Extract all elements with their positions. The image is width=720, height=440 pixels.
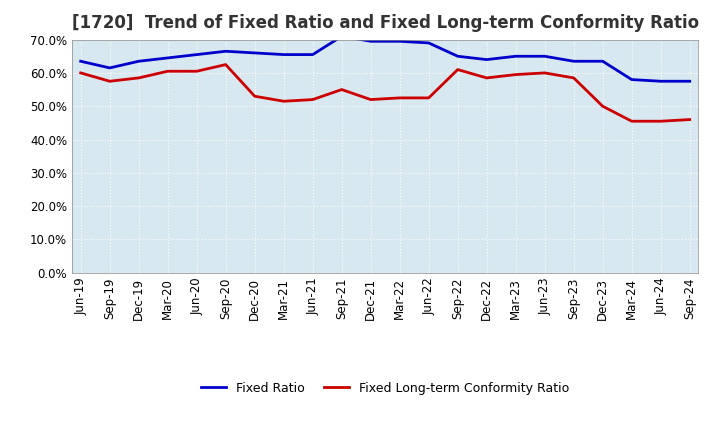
Fixed Ratio <box>105 65 114 70</box>
Fixed Long-term Conformity Ratio <box>308 97 317 102</box>
Fixed Long-term Conformity Ratio <box>541 70 549 76</box>
Fixed Long-term Conformity Ratio <box>251 94 259 99</box>
Fixed Ratio <box>76 59 85 64</box>
Fixed Ratio <box>251 50 259 55</box>
Fixed Long-term Conformity Ratio <box>685 117 694 122</box>
Fixed Long-term Conformity Ratio <box>511 72 520 77</box>
Fixed Long-term Conformity Ratio <box>279 99 288 104</box>
Fixed Ratio <box>395 39 404 44</box>
Fixed Ratio <box>192 52 201 57</box>
Fixed Ratio <box>135 59 143 64</box>
Fixed Long-term Conformity Ratio <box>76 70 85 76</box>
Fixed Long-term Conformity Ratio <box>105 79 114 84</box>
Fixed Long-term Conformity Ratio <box>482 75 491 81</box>
Fixed Long-term Conformity Ratio <box>221 62 230 67</box>
Fixed Ratio <box>541 54 549 59</box>
Fixed Ratio <box>598 59 607 64</box>
Fixed Ratio <box>366 39 375 44</box>
Fixed Long-term Conformity Ratio <box>424 95 433 101</box>
Title: [1720]  Trend of Fixed Ratio and Fixed Long-term Conformity Ratio: [1720] Trend of Fixed Ratio and Fixed Lo… <box>71 15 699 33</box>
Fixed Long-term Conformity Ratio <box>598 103 607 109</box>
Fixed Ratio <box>338 33 346 39</box>
Fixed Ratio <box>685 79 694 84</box>
Fixed Ratio <box>163 55 172 61</box>
Fixed Long-term Conformity Ratio <box>570 75 578 81</box>
Fixed Ratio <box>657 79 665 84</box>
Fixed Ratio <box>482 57 491 62</box>
Fixed Long-term Conformity Ratio <box>657 118 665 124</box>
Fixed Ratio <box>570 59 578 64</box>
Fixed Ratio <box>221 48 230 54</box>
Fixed Long-term Conformity Ratio <box>338 87 346 92</box>
Fixed Ratio <box>308 52 317 57</box>
Fixed Long-term Conformity Ratio <box>192 69 201 74</box>
Fixed Long-term Conformity Ratio <box>454 67 462 72</box>
Fixed Ratio <box>511 54 520 59</box>
Line: Fixed Ratio: Fixed Ratio <box>81 36 690 81</box>
Fixed Long-term Conformity Ratio <box>627 118 636 124</box>
Fixed Ratio <box>279 52 288 57</box>
Line: Fixed Long-term Conformity Ratio: Fixed Long-term Conformity Ratio <box>81 65 690 121</box>
Fixed Ratio <box>627 77 636 82</box>
Fixed Long-term Conformity Ratio <box>163 69 172 74</box>
Fixed Long-term Conformity Ratio <box>366 97 375 102</box>
Legend: Fixed Ratio, Fixed Long-term Conformity Ratio: Fixed Ratio, Fixed Long-term Conformity … <box>197 377 574 400</box>
Fixed Long-term Conformity Ratio <box>395 95 404 101</box>
Fixed Ratio <box>454 54 462 59</box>
Fixed Long-term Conformity Ratio <box>135 75 143 81</box>
Fixed Ratio <box>424 40 433 46</box>
